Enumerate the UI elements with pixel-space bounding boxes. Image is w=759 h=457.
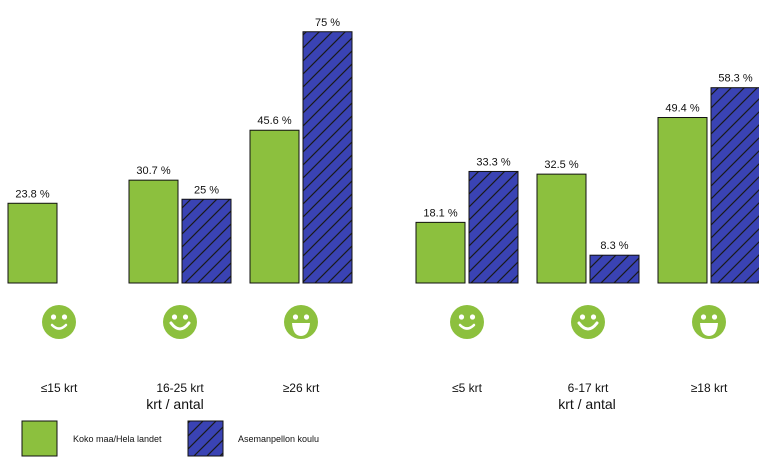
smiley-icon [42,305,76,339]
smiley-icon [284,305,318,339]
chart-panels: 23.8 % ≤15 krt 30.7 % 25 % 16-25 krt 45.6 % 75… [7,17,759,412]
data-label: 23.8 % [15,188,49,200]
x-tick-label: 6-17 krt [568,381,609,395]
smiley-eye [303,314,310,320]
bar-national [536,173,587,284]
data-label: 75 % [315,17,340,29]
legend-swatch-national [21,420,58,457]
bar-national [7,202,58,284]
data-label: 32.5 % [544,159,578,171]
bar-national [415,221,466,284]
data-label: 25 % [194,184,219,196]
data-label: 45.6 % [257,115,291,127]
bar-national [128,179,179,284]
x-axis-label: krt / antal [146,396,204,412]
x-tick-label: ≥26 krt [283,381,320,395]
data-label: 30.7 % [136,165,170,177]
smiley-icon [450,305,484,339]
smiley-eye [171,314,178,320]
smiley-mouth [169,321,191,331]
data-label: 58.3 % [718,73,752,85]
legend: Koko maa/Hela landet Asemanpellon koulu [21,420,319,457]
bar-national [249,129,300,284]
bar-school [710,87,759,284]
chart-panel-1: 23.8 % ≤15 krt 30.7 % 25 % 16-25 krt 45.6 % 75… [7,17,353,412]
smiley-mouth [458,323,476,330]
smiley-icon [163,305,197,339]
data-label: 8.3 % [600,240,628,252]
legend-label-school: Asemanpellon koulu [238,434,319,444]
smiley-mouth [577,321,599,331]
smiley-icon [571,305,605,339]
data-label: 18.1 % [423,207,457,219]
data-label: 49.4 % [665,103,699,115]
smiley-mouth [50,323,68,330]
bar-school [181,198,232,284]
smiley-eye [469,314,476,320]
x-axis-label: krt / antal [558,396,616,412]
bar-school [589,254,640,284]
bar-school [468,170,519,284]
smiley-mouth [700,323,718,336]
x-tick-label: ≤15 krt [41,381,78,395]
legend-swatch-school [187,420,224,457]
smiley-eye [579,314,586,320]
bar-national [657,117,708,284]
smiley-eye [50,314,57,320]
smiley-mouth [292,323,310,336]
x-tick-label: ≥18 krt [691,381,728,395]
chart-panel-2: 18.1 % 33.3 % ≤5 krt 32.5 % 8.3 % 6-17 krt 49.… [415,73,759,412]
smiley-icon [692,305,726,339]
data-label: 33.3 % [476,156,510,168]
bar-school [302,31,353,284]
smiley-eye [711,314,718,320]
smiley-eye [590,314,597,320]
smiley-eye [458,314,465,320]
legend-label-national: Koko maa/Hela landet [73,434,162,444]
smiley-eye [61,314,68,320]
smiley-eye [292,314,299,320]
smiley-eye [182,314,189,320]
smiley-eye [700,314,707,320]
x-tick-label: 16-25 krt [156,381,204,395]
x-tick-label: ≤5 krt [452,381,483,395]
